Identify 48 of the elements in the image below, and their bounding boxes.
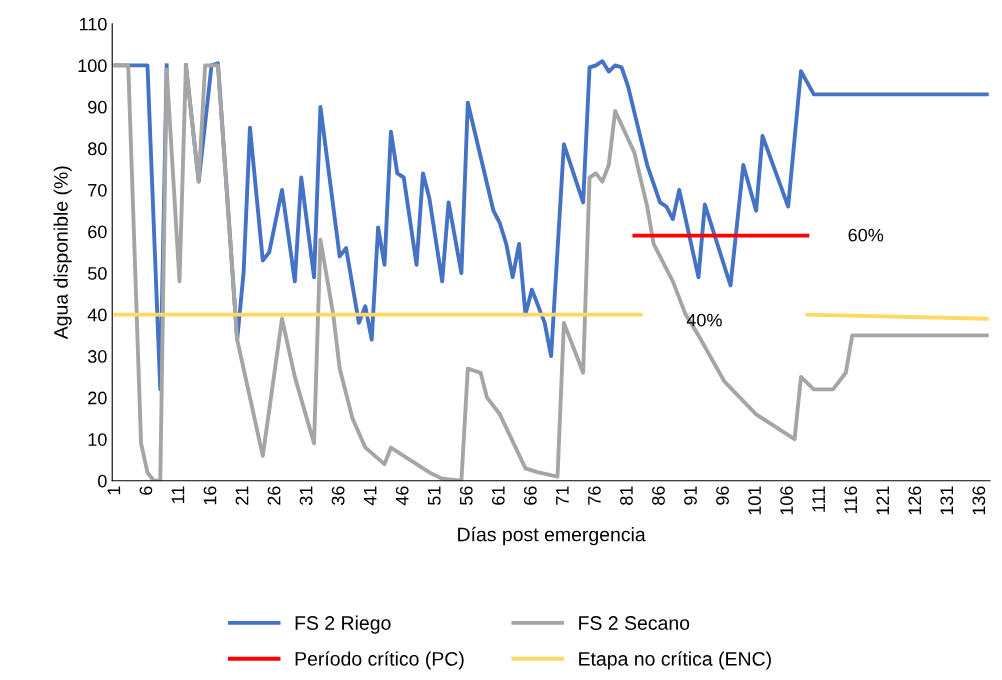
x-tick-label: 136 xyxy=(972,486,986,515)
x-tick-label: 16 xyxy=(203,486,217,505)
x-tick-label: 111 xyxy=(812,486,825,512)
y-tick-label: 110 xyxy=(79,17,107,31)
y-tick-label: 10 xyxy=(88,433,107,446)
x-tick-label: 26 xyxy=(267,486,281,505)
y-tick-label: 60 xyxy=(88,225,107,239)
x-tick-label: 31 xyxy=(299,486,313,506)
x-tick-label: 61 xyxy=(491,486,505,505)
x-tick-label: 101 xyxy=(748,486,761,515)
y-tick-label: 0 xyxy=(98,474,107,488)
x-tick-label: 126 xyxy=(908,486,922,515)
x-tick-label: 86 xyxy=(652,486,665,505)
x-tick-label: 1 xyxy=(107,486,121,495)
y-axis-title: Agua disponible (%) xyxy=(53,166,72,340)
y-tick-label: 100 xyxy=(78,59,107,73)
x-tick-label: 71 xyxy=(556,486,569,505)
x-tick-label: 66 xyxy=(523,486,537,505)
y-tick-label: 20 xyxy=(88,391,107,405)
legend-label: FS 2 Secano xyxy=(579,616,690,630)
legend-label: Período crítico (PC) xyxy=(295,651,464,670)
x-tick-label: 6 xyxy=(139,486,153,495)
x-tick-label: 116 xyxy=(844,486,858,514)
x-tick-label: 91 xyxy=(684,486,697,505)
x-tick-label: 131 xyxy=(940,486,954,515)
annotation: 60% xyxy=(848,228,884,242)
x-tick-label: 36 xyxy=(331,486,345,506)
x-tick-label: 76 xyxy=(588,486,601,505)
y-tick-label: 30 xyxy=(87,350,107,363)
legend-label: Etapa no crítica (ENC) xyxy=(579,651,771,670)
x-tick-label: 121 xyxy=(876,486,889,515)
x-axis-title: Días post emergencia xyxy=(458,526,646,546)
y-tick-label: 80 xyxy=(88,142,107,156)
x-tick-label: 51 xyxy=(428,486,441,505)
x-tick-label: 96 xyxy=(716,486,729,505)
y-tick-label: 40 xyxy=(87,308,107,322)
x-tick-label: 46 xyxy=(395,486,409,506)
y-tick-label: 70 xyxy=(88,183,107,197)
x-tick-label: 21 xyxy=(235,486,249,505)
x-tick-label: 41 xyxy=(363,486,377,506)
legend-label: FS 2 Riego xyxy=(295,615,391,634)
x-tick-label: 11 xyxy=(171,486,185,503)
x-tick-label: 81 xyxy=(620,486,633,505)
x-tick-label: 106 xyxy=(780,486,793,515)
x-tick-label: 56 xyxy=(459,486,473,505)
y-tick-label: 50 xyxy=(88,266,107,280)
y-tick-label: 90 xyxy=(88,100,107,114)
annotation: 40% xyxy=(686,313,722,327)
